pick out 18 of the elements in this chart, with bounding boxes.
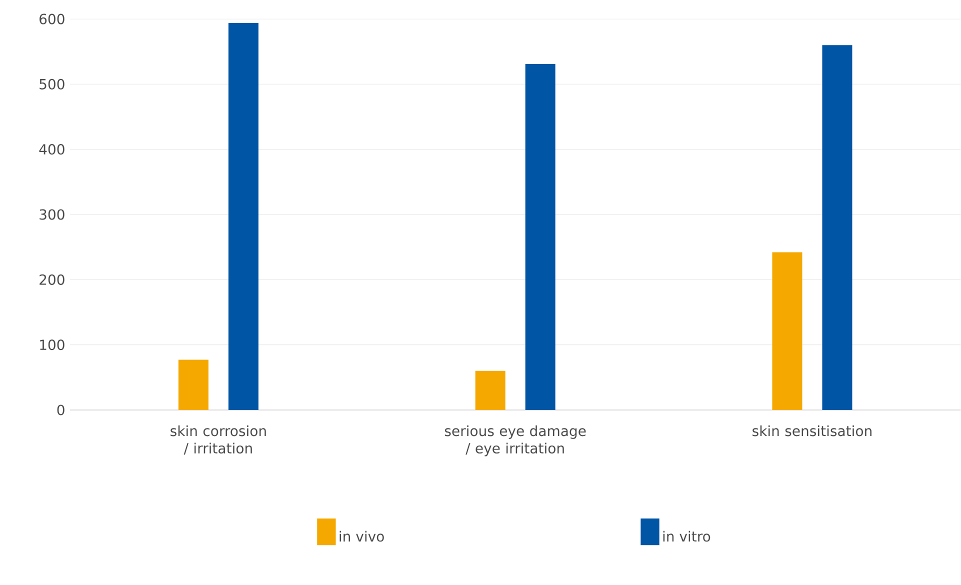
- y-tick-label: 500: [40, 78, 64, 90]
- legend-label: in vivo: [340, 530, 384, 542]
- x-tick-label: skin corrosion / irritation: [170, 425, 266, 455]
- bar: [178, 360, 208, 410]
- bar: [228, 22, 258, 410]
- x-tick-label: serious eye damage / eye irritation: [444, 425, 586, 456]
- bar: [475, 370, 506, 410]
- y-tick-label: 600: [40, 14, 64, 24]
- legend-label: in vitro: [663, 530, 710, 542]
- bar: [822, 45, 852, 410]
- y-tick-label: 100: [40, 340, 64, 350]
- y-tick-label: 300: [40, 209, 64, 220]
- bar: [525, 64, 556, 410]
- x-tick-label: skin sensitisation: [752, 425, 872, 436]
- y-tick-label: 0: [57, 404, 64, 416]
- y-tick-label: 200: [40, 274, 64, 285]
- y-tick-label: 400: [39, 144, 64, 155]
- bar: [772, 252, 802, 410]
